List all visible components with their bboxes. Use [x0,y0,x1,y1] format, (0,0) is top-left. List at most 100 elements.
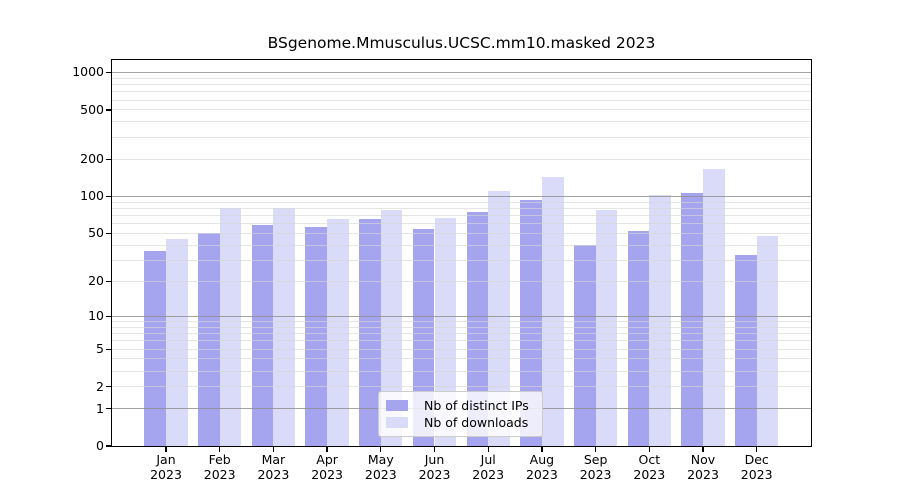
bar-nov-distinct-ips [681,192,703,446]
gridline-minor-3 [112,370,811,372]
y-tick-label-1: 1 [96,400,104,416]
x-tick-mark-jun [433,447,436,452]
y-tick-label-50: 50 [88,225,104,241]
y-tick-label-500: 500 [80,101,104,117]
x-tick-mark-feb [219,447,221,452]
legend-entry-downloads: Nb of downloads [386,415,536,430]
gridline-minor-800 [112,84,811,86]
y-tick-mark-500 [106,109,111,111]
bar-sep-downloads [595,210,618,446]
x-tick-year: 2023 [418,467,451,482]
gridline-minor-8 [112,326,811,328]
x-tick-month: Dec [744,452,769,467]
gridline-minor-70 [112,215,811,217]
gridline-minor-400 [112,121,811,123]
y-tick-mark-10 [106,315,111,318]
gridline-minor-500 [112,109,811,111]
bar-jul-downloads [488,191,510,446]
gridline-minor-5 [112,348,811,350]
x-tick-mark-jul [487,447,489,452]
x-tick-label-oct: Oct 2023 [621,452,677,482]
y-tick-mark-20 [106,280,111,283]
y-tick-mark-0 [106,445,111,447]
x-tick-label-jun: Jun 2023 [407,452,463,482]
bar-jan-downloads [166,239,188,446]
bar-oct-downloads [649,195,671,446]
y-tick-label-20: 20 [88,273,104,289]
bar-aug-downloads [541,176,564,446]
gridline-minor-2 [112,386,811,388]
x-tick-month: Sep [583,452,608,467]
gridline-minor-7 [112,333,811,335]
x-tick-mark-aug [541,447,543,452]
gridline-minor-200 [112,158,811,160]
x-tick-mark-mar [272,447,275,452]
x-tick-year: 2023 [579,467,612,482]
bar-aug-distinct-ips [520,200,542,446]
x-tick-mark-oct [648,447,650,452]
y-tick-mark-1 [106,407,111,410]
x-tick-month: Jul [480,452,496,467]
x-tick-year: 2023 [472,467,505,482]
gridline-minor-4 [112,358,811,360]
x-tick-mark-dec [756,447,758,452]
y-tick-mark-5 [106,348,111,350]
x-tick-year: 2023 [633,467,666,482]
x-tick-year: 2023 [257,467,290,482]
y-tick-label-0: 0 [96,438,104,453]
x-tick-label-may: May 2023 [353,452,409,482]
x-tick-month: Jan [156,452,176,467]
x-tick-label-nov: Nov 2023 [675,452,731,482]
gridline-decade-1000 [112,71,811,73]
x-tick-month: Aug [529,452,555,467]
x-tick-year: 2023 [311,467,343,482]
bar-jun-downloads [434,217,457,446]
y-tick-label-100: 100 [80,188,104,204]
x-tick-month: Nov [690,452,716,467]
legend-label-downloads: Nb of downloads [424,415,529,431]
x-tick-year: 2023 [740,467,773,482]
bar-feb-distinct-ips [198,233,220,446]
x-tick-month: Feb [208,452,231,467]
y-tick-label-1000: 1000 [72,64,104,80]
x-tick-month: May [367,452,394,467]
x-tick-mark-apr [326,447,328,452]
legend-entry-distinct-ips: Nb of distinct IPs [386,398,536,413]
gridline-minor-50 [112,232,811,234]
y-tick-mark-2 [106,386,111,388]
x-tick-label-jan: Jan 2023 [138,452,194,482]
gridline-minor-40 [112,244,811,246]
x-tick-year: 2023 [687,467,719,482]
gridline-decade-100 [112,195,811,197]
x-tick-month: Apr [316,452,338,467]
gridline-minor-80 [112,207,811,209]
gridline-decade-10 [112,315,811,317]
legend: Nb of distinct IPs Nb of downloads [378,391,543,437]
gridline-minor-300 [112,136,811,138]
y-tick-mark-200 [106,158,111,160]
x-tick-year: 2023 [525,467,558,482]
legend-label-distinct-ips: Nb of distinct IPs [424,397,529,413]
x-tick-label-sep: Sep 2023 [568,452,624,482]
x-tick-year: 2023 [364,467,397,482]
bar-apr-downloads [327,218,349,446]
bar-mar-distinct-ips [251,224,274,446]
legend-swatch-downloads [386,417,408,429]
bar-apr-distinct-ips [305,227,328,446]
gridline-minor-30 [112,259,811,261]
x-tick-label-jul: Jul 2023 [460,452,516,482]
bar-dec-distinct-ips [735,255,757,446]
x-tick-label-feb: Feb 2023 [192,452,248,482]
gridline-minor-90 [112,201,811,203]
bar-sep-distinct-ips [573,245,596,446]
bar-oct-distinct-ips [627,231,650,446]
gridline-minor-900 [112,77,811,79]
x-tick-year: 2023 [150,467,182,482]
x-tick-year: 2023 [203,467,236,482]
x-tick-mark-sep [594,447,597,452]
y-tick-mark-50 [106,232,111,235]
gridline-minor-60 [112,223,811,225]
x-tick-month: Mar [261,452,286,467]
x-tick-month: Jun [424,452,445,467]
